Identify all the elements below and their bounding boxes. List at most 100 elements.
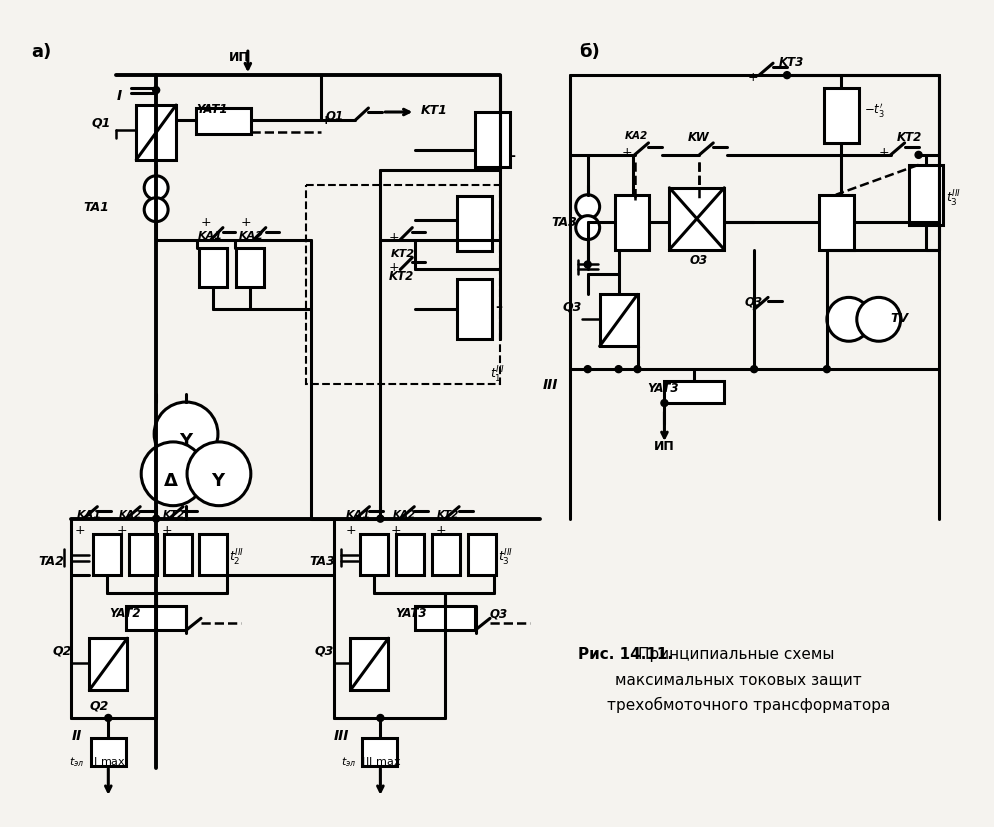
Text: KT2: KT2 [897, 131, 921, 144]
Text: KT2: KT2 [391, 248, 414, 258]
Text: $t_3^{III}$: $t_3^{III}$ [498, 547, 513, 566]
Text: KW: KW [688, 131, 709, 144]
Text: Q3: Q3 [563, 300, 581, 313]
Bar [457, 197, 492, 251]
Text: YAT3: YAT3 [396, 607, 426, 619]
Circle shape [576, 195, 599, 219]
Text: б): б) [580, 43, 600, 61]
Text: TA2: TA2 [39, 554, 65, 566]
Text: –: – [495, 300, 502, 314]
Bar [199, 248, 227, 288]
Circle shape [104, 715, 111, 722]
Bar [196, 109, 250, 135]
Text: YAT2: YAT2 [109, 607, 141, 619]
Bar [129, 534, 157, 576]
Circle shape [783, 73, 790, 79]
Text: +: + [116, 523, 127, 536]
Text: максимальных токовых защит: максимальных токовых защит [614, 672, 862, 686]
Text: $t_1^{III}$: $t_1^{III}$ [490, 365, 505, 385]
Circle shape [187, 442, 250, 506]
Bar [136, 106, 176, 160]
Circle shape [144, 177, 168, 200]
Text: $t_{эл}$  III max: $t_{эл}$ III max [341, 754, 401, 767]
Text: KA2: KA2 [239, 231, 263, 241]
Circle shape [750, 366, 757, 373]
Bar [457, 280, 492, 340]
Bar [819, 195, 854, 251]
Text: KT2: KT2 [389, 270, 414, 283]
Circle shape [144, 198, 168, 222]
Bar [126, 607, 186, 630]
Text: Δ: Δ [164, 471, 178, 490]
Text: ИП: ИП [229, 51, 249, 65]
Text: KT1: KT1 [420, 104, 447, 117]
Text: III: III [334, 728, 349, 742]
Circle shape [154, 403, 218, 466]
Bar [236, 248, 263, 288]
Circle shape [141, 442, 205, 506]
Bar [909, 165, 943, 226]
Circle shape [661, 400, 668, 407]
Text: +: + [435, 523, 446, 536]
Circle shape [377, 515, 384, 523]
Circle shape [915, 152, 922, 159]
Circle shape [576, 217, 599, 241]
Circle shape [827, 298, 871, 342]
Text: KA2: KA2 [624, 131, 648, 141]
Bar [351, 638, 389, 691]
Bar [305, 185, 500, 385]
Text: II: II [72, 728, 82, 742]
Circle shape [377, 715, 384, 722]
Text: TA3: TA3 [552, 215, 578, 228]
Text: KA2: KA2 [393, 509, 415, 519]
Bar [475, 112, 510, 168]
Text: +: + [75, 523, 85, 536]
Text: –: – [508, 149, 515, 163]
Text: +: + [241, 215, 251, 228]
Text: Q2: Q2 [89, 698, 108, 711]
Text: KT3: KT3 [779, 56, 804, 69]
Text: YAT3: YAT3 [647, 381, 679, 394]
Bar [415, 607, 475, 630]
Circle shape [615, 366, 622, 373]
Text: O3: O3 [690, 253, 708, 266]
Text: KA2: KA2 [119, 509, 142, 519]
Text: KT2: KT2 [163, 509, 186, 519]
Bar [91, 738, 126, 766]
Text: TV: TV [891, 312, 909, 325]
Bar [199, 534, 227, 576]
Text: KA1: KA1 [77, 509, 101, 519]
Text: TA1: TA1 [83, 200, 109, 213]
Text: $t_{эл}$  II max: $t_{эл}$ II max [70, 754, 126, 767]
Bar [361, 534, 389, 576]
Text: $t_3^{III}$: $t_3^{III}$ [946, 189, 962, 208]
Text: KA1: KA1 [346, 509, 371, 519]
Bar [824, 89, 859, 144]
Bar [397, 534, 424, 576]
Text: +: + [201, 215, 212, 228]
Text: Q3: Q3 [490, 607, 508, 619]
Text: +: + [389, 261, 399, 273]
Text: Y: Y [179, 432, 192, 449]
Bar [614, 195, 649, 251]
Circle shape [823, 366, 830, 373]
Text: Q1: Q1 [326, 109, 344, 122]
Text: +: + [161, 523, 172, 536]
Text: ИП: ИП [654, 439, 675, 452]
Bar [664, 381, 725, 404]
Text: трехобмоточного трансформатора: трехобмоточного трансформатора [606, 696, 890, 712]
Circle shape [634, 366, 641, 373]
Text: +: + [391, 523, 401, 536]
Text: Q1: Q1 [91, 116, 111, 129]
Text: а): а) [32, 43, 52, 61]
Text: TA3: TA3 [310, 554, 336, 566]
Text: +: + [389, 231, 399, 243]
Bar [363, 738, 398, 766]
Text: +: + [320, 114, 331, 127]
Text: $t_2^{III}$: $t_2^{III}$ [229, 547, 245, 566]
Text: +: + [879, 146, 890, 159]
Text: $-t_3'$: $-t_3'$ [864, 101, 885, 119]
Text: +: + [621, 146, 632, 159]
Bar [599, 295, 637, 347]
Text: Q3: Q3 [745, 295, 762, 308]
